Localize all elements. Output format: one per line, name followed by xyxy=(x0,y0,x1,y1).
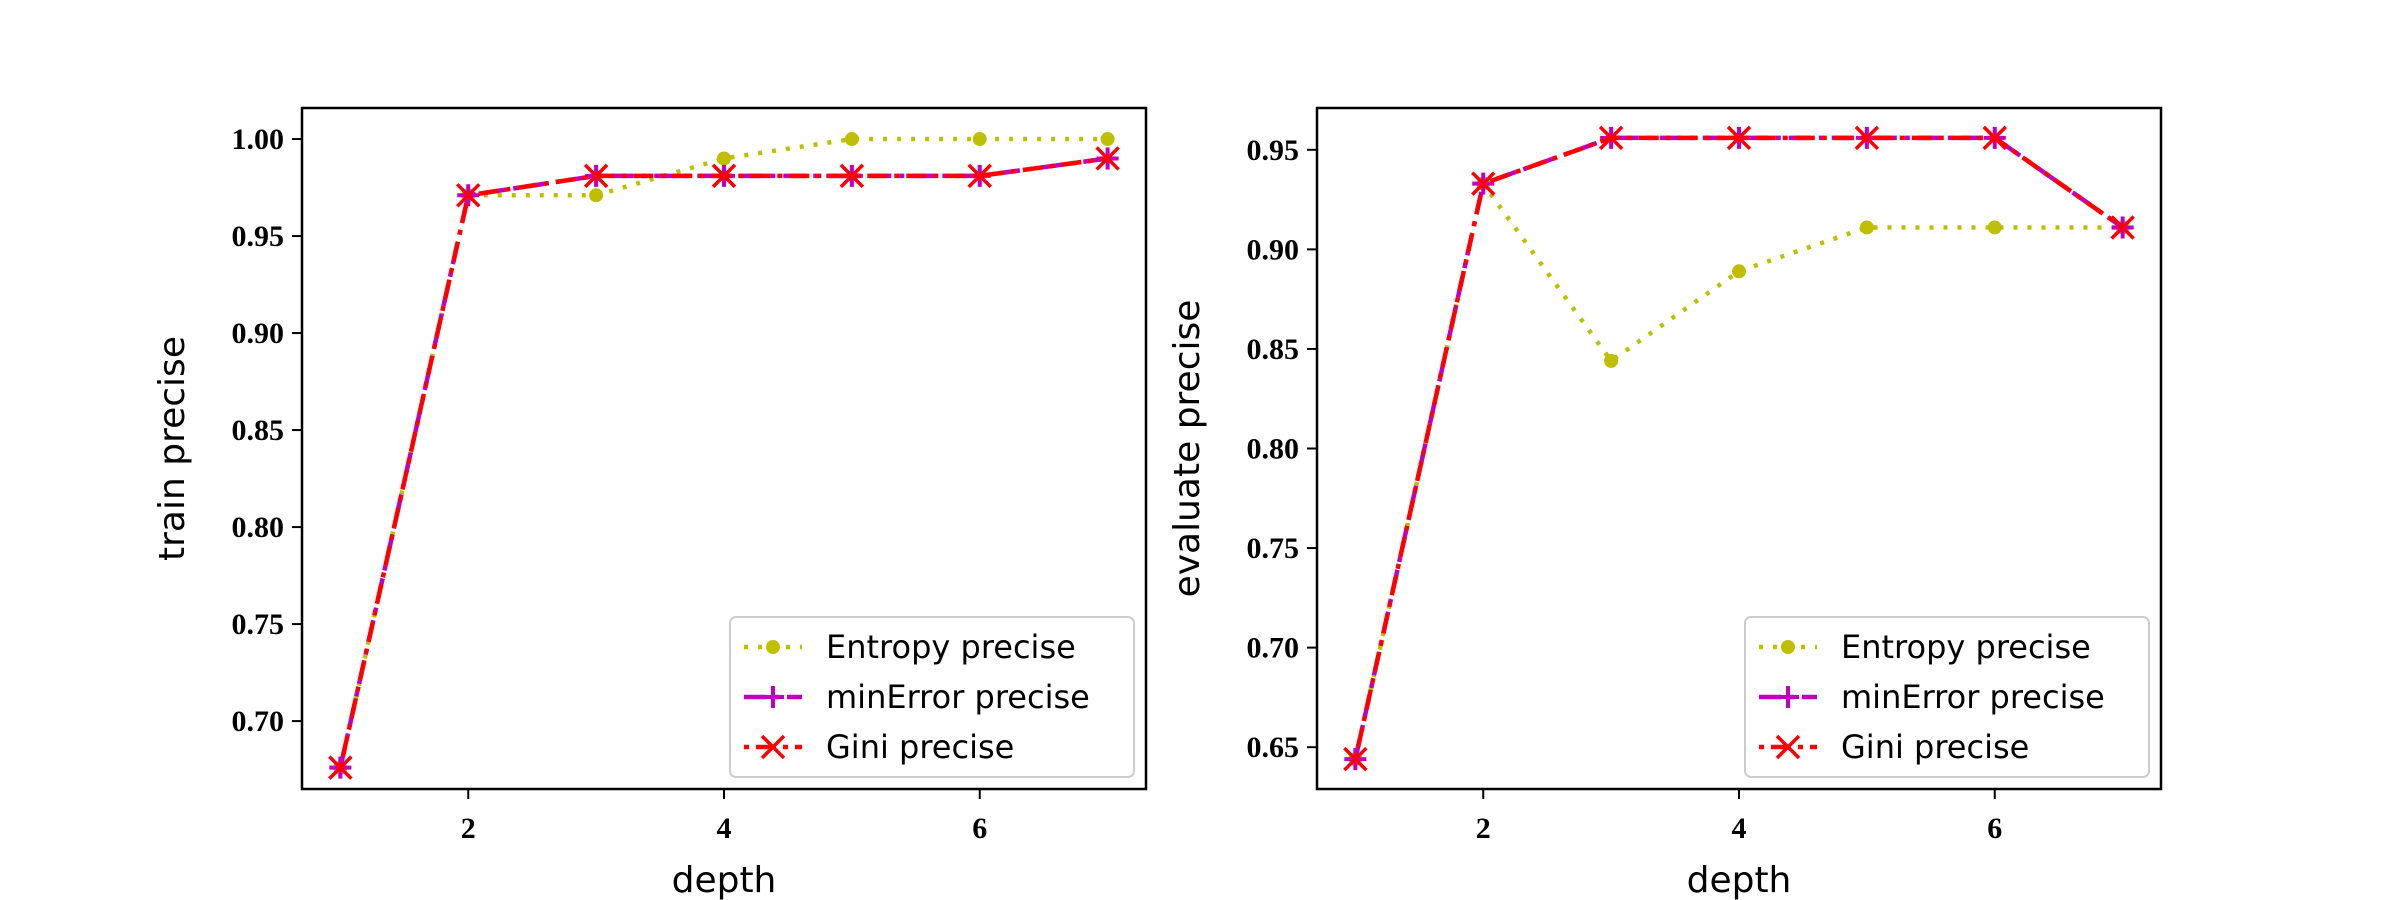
data-point xyxy=(1854,125,1880,151)
legend-label: Gini precise xyxy=(1841,728,2029,766)
data-point xyxy=(844,132,859,147)
legend-marker xyxy=(762,686,784,708)
legend-item: Gini precise xyxy=(744,728,1014,766)
data-point xyxy=(717,151,731,166)
y-tick-label: 0.90 xyxy=(1247,233,1300,266)
data-point xyxy=(711,163,737,189)
y-tick-label: 0.65 xyxy=(1247,731,1300,764)
data-point xyxy=(1732,264,1746,279)
legend-marker xyxy=(760,734,786,760)
data-point xyxy=(1100,132,1115,147)
y-tick-label: 0.70 xyxy=(1247,632,1300,665)
legend: Entropy precise minError precise Gini prec… xyxy=(729,616,1135,778)
data-point xyxy=(1726,125,1752,151)
legend-label: Entropy precise xyxy=(1841,628,2091,666)
chart-panel-2: 0.65 0.70 0.75 0.80 0.85 0.90 0.95 2 4 6 depth eval… xyxy=(1167,106,2163,900)
chart-panel-1: 0.70 0.75 0.80 0.85 0.90 0.95 1.00 2 4 6 depth trai… xyxy=(152,106,1148,900)
legend-label: minError precise xyxy=(826,678,1090,716)
y-axis-label: train precise xyxy=(152,336,193,561)
data-point xyxy=(1982,125,2007,151)
data-point xyxy=(456,183,481,208)
y-tick-label: 0.80 xyxy=(232,511,285,544)
legend-item: minError precise xyxy=(744,678,1090,716)
legend-item: Entropy precise xyxy=(1759,628,2091,666)
data-point xyxy=(583,163,609,189)
y-tick-label: 0.75 xyxy=(1247,532,1300,565)
data-point xyxy=(2110,215,2135,240)
legend: Entropy precise minError precise Gini prec… xyxy=(1744,616,2150,778)
legend-box xyxy=(1744,616,2150,778)
x-tick-label: 2 xyxy=(1476,812,1491,845)
data-point xyxy=(1859,220,1874,235)
legend-label: Gini precise xyxy=(826,728,1014,766)
data-point xyxy=(1343,746,1368,772)
legend-marker xyxy=(1781,640,1795,654)
series-3 xyxy=(1343,125,2135,772)
x-tick-label: 6 xyxy=(1987,812,2002,845)
x-tick-label: 4 xyxy=(1732,812,1747,845)
y-tick-label: 0.85 xyxy=(1247,333,1300,366)
y-tick-label: 0.95 xyxy=(232,220,285,253)
series-3 xyxy=(328,146,1120,780)
y-tick-label: 1.00 xyxy=(232,123,285,156)
data-point xyxy=(972,132,987,147)
data-point xyxy=(1604,353,1619,368)
data-point xyxy=(1598,125,1624,151)
data-point xyxy=(328,755,353,780)
y-tick-label: 0.90 xyxy=(232,317,285,350)
x-tick-label: 6 xyxy=(972,812,987,845)
y-tick-label: 0.80 xyxy=(1247,433,1300,466)
legend-marker xyxy=(1775,734,1801,760)
y-tick-label: 0.85 xyxy=(232,414,285,447)
y-tick-label: 0.75 xyxy=(232,608,285,641)
data-point xyxy=(1987,220,2002,235)
x-axis-label: depth xyxy=(672,860,777,900)
legend-label: Entropy precise xyxy=(826,628,1076,666)
data-point xyxy=(1471,171,1496,196)
x-tick-label: 2 xyxy=(461,812,476,845)
y-axis-label: evaluate precise xyxy=(1167,300,1208,598)
x-axis-label: depth xyxy=(1687,860,1792,900)
legend-item: minError precise xyxy=(1759,678,2105,716)
legend-marker xyxy=(766,640,780,654)
legend-item: Entropy precise xyxy=(744,628,1076,666)
data-point xyxy=(589,188,604,203)
legend-marker xyxy=(1777,686,1799,708)
y-tick-label: 0.70 xyxy=(232,705,285,738)
legend-box xyxy=(729,616,1135,778)
legend-item: Gini precise xyxy=(1759,728,2029,766)
legend-label: minError precise xyxy=(1841,678,2105,716)
data-point xyxy=(967,163,992,189)
data-point xyxy=(839,163,865,189)
y-tick-label: 0.95 xyxy=(1247,134,1300,167)
data-point xyxy=(1095,146,1120,171)
x-tick-label: 4 xyxy=(717,812,732,845)
